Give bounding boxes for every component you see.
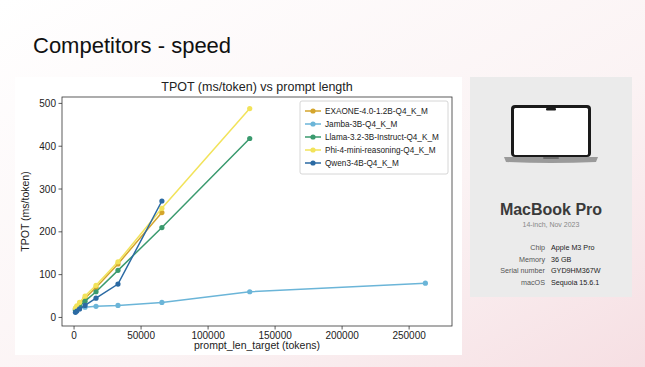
y-tick-label: 200 (39, 226, 56, 237)
laptop-screen (514, 108, 588, 155)
series-point (77, 306, 82, 311)
series-point (159, 300, 164, 305)
spec-value: 36 GB (551, 255, 572, 264)
spec-value: Sequoia 15.6.1 (551, 278, 599, 287)
series-point (93, 289, 98, 294)
legend-label: Phi-4-mini-reasoning-Q4_K_M (325, 146, 436, 155)
series-point (159, 206, 164, 211)
y-tick-label: 400 (39, 141, 56, 152)
x-tick (275, 326, 276, 330)
spec-value: Apple M3 Pro (551, 243, 595, 252)
x-tick (409, 326, 410, 330)
legend-marker (310, 147, 315, 152)
series-point (159, 198, 164, 203)
series-point (247, 289, 252, 294)
series-point (82, 293, 87, 298)
series-point (159, 225, 164, 230)
legend-box (300, 101, 448, 174)
spec-label: Memory (519, 255, 545, 264)
y-tick (59, 317, 63, 318)
series-point (93, 296, 98, 301)
series-line (75, 139, 249, 311)
series-point (93, 304, 98, 309)
x-tick-label: 200000 (325, 330, 359, 341)
slide-title: Competitors - speed (33, 33, 231, 58)
series-line (75, 201, 161, 312)
series-point (77, 300, 82, 305)
series-line (75, 109, 249, 308)
spec-label: Serial number (500, 266, 545, 275)
y-tick (59, 103, 63, 104)
y-tick-label: 300 (39, 184, 56, 195)
y-axis-label: TPOT (ms/token) (19, 171, 31, 251)
device-subtitle: 14-inch, Nov 2023 (523, 221, 580, 228)
series-line (75, 283, 425, 309)
legend-label: EXAONE-4.0-1.2B-Q4_K_M (325, 107, 428, 116)
legend-marker (310, 121, 315, 126)
x-tick (74, 326, 75, 330)
plot-frame (62, 97, 452, 326)
series-point (93, 283, 98, 288)
spec-label: Chip (530, 243, 545, 252)
x-tick (342, 326, 343, 330)
device-card (470, 77, 632, 297)
chart-panel (15, 77, 462, 355)
y-tick (59, 189, 63, 190)
series-point (115, 259, 120, 264)
background (0, 0, 645, 367)
y-tick (59, 274, 63, 275)
series-point (115, 303, 120, 308)
y-tick-label: 100 (39, 269, 56, 280)
series-point (247, 136, 252, 141)
y-tick (59, 231, 63, 232)
x-axis-label: prompt_len_target (tokens) (194, 339, 320, 351)
series-point (115, 268, 120, 273)
chart-title: TPOT (ms/token) vs prompt length (161, 80, 353, 94)
spec-value: GYD9HM367W (551, 266, 601, 275)
laptop-screen-bezel (511, 105, 591, 157)
series-point (115, 281, 120, 286)
legend-marker (310, 108, 315, 113)
series-point (82, 303, 87, 308)
slide: Competitors - speed TPOT (ms/token) vs pr… (0, 0, 645, 367)
legend-label: Llama-3.2-3B-Instruct-Q4_K_M (325, 133, 439, 142)
series-point (423, 281, 428, 286)
laptop-notch (546, 108, 556, 111)
x-tick (141, 326, 142, 330)
laptop-base (504, 157, 598, 163)
legend-label: Qwen3-4B-Q4_K_M (325, 159, 399, 168)
legend-marker (310, 160, 315, 165)
y-tick-label: 0 (50, 312, 56, 323)
x-tick-label: 0 (71, 330, 77, 341)
legend-label: Jamba-3B-Q4_K_M (325, 120, 398, 129)
legend-marker (310, 134, 315, 139)
x-tick-label: 250000 (392, 330, 426, 341)
x-tick (208, 326, 209, 330)
series-point (247, 106, 252, 111)
laptop-hinge (543, 157, 559, 159)
y-tick (59, 146, 63, 147)
device-name: MacBook Pro (500, 201, 602, 218)
x-tick-label: 50000 (127, 330, 155, 341)
spec-label: macOS (521, 278, 545, 287)
y-tick-label: 500 (39, 98, 56, 109)
